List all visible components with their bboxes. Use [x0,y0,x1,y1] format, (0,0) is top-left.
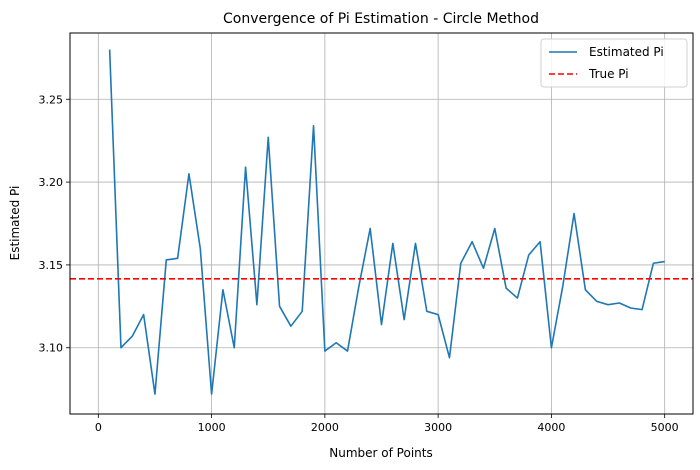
chart-title: Convergence of Pi Estimation - Circle Me… [223,11,539,27]
x-tick-label: 0 [95,421,102,434]
x-tick-label: 3000 [424,421,452,434]
y-tick-label: 3.25 [39,93,64,106]
estimated-pi-line [108,49,665,395]
grid [70,33,693,414]
x-axis-label: Number of Points [329,446,432,460]
x-tick-label: 1000 [198,421,226,434]
legend-label: Estimated Pi [589,45,664,59]
y-tick-label: 3.15 [39,259,64,272]
legend-label: True Pi [588,67,629,81]
x-tick-label: 5000 [651,421,679,434]
y-axis-ticks: 3.10 3.15 3.20 3.25 [39,93,70,355]
y-tick-label: 3.10 [39,342,64,355]
y-tick-label: 3.20 [39,176,64,189]
legend: Estimated Pi True Pi [540,38,688,88]
series-layer [70,49,693,395]
x-tick-label: 2000 [311,421,339,434]
x-axis-ticks: 0 1000 2000 3000 4000 5000 [95,414,679,434]
x-tick-label: 4000 [537,421,565,434]
y-axis-label: Estimated Pi [8,186,22,261]
plot-frame [69,32,694,415]
legend-box [540,38,688,88]
